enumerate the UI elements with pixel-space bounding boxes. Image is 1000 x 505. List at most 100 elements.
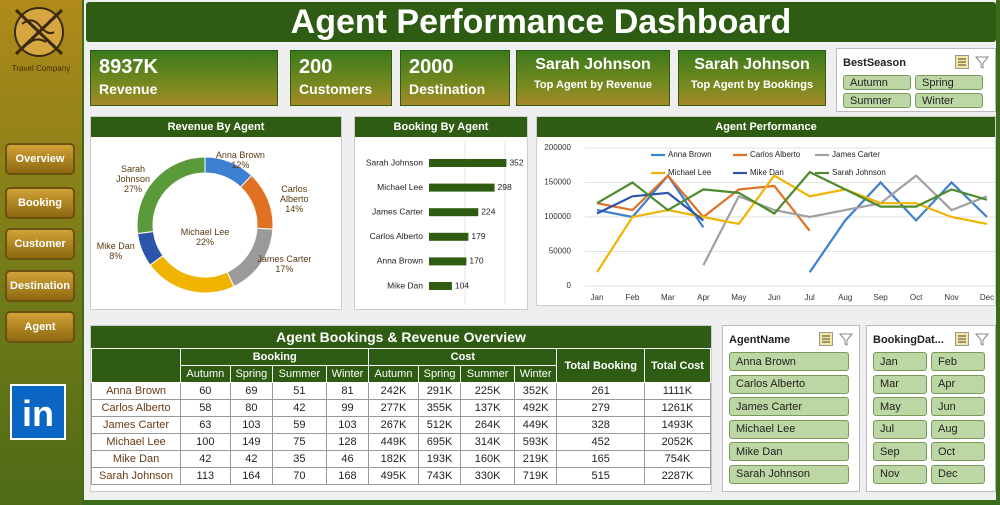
slicer-item[interactable]: Carlos Alberto	[729, 374, 849, 394]
x-tick-label: Apr	[697, 293, 710, 302]
slicer-item[interactable]: Oct	[931, 442, 985, 461]
table-cell: 267K	[368, 416, 419, 434]
donut-slice	[136, 156, 206, 235]
filter-icons[interactable]	[955, 55, 989, 69]
table-cell: 291K	[417, 382, 462, 400]
kpi-value: Sarah Johnson	[535, 56, 651, 73]
kpi-value: 8937K	[99, 56, 158, 78]
table-cell: 452	[556, 433, 645, 451]
slicer-item[interactable]: Feb	[931, 352, 985, 371]
sidebar: Travel Company in Overview Booking Custome…	[0, 0, 82, 505]
kpi-label: Customers	[299, 81, 373, 97]
nav-button[interactable]: Customer	[5, 228, 75, 260]
nav-button[interactable]: Destination	[5, 270, 75, 302]
slicer-item[interactable]: May	[873, 397, 927, 416]
y-tick-label: 150000	[544, 178, 571, 187]
slicer-item[interactable]: Jul	[873, 419, 927, 439]
filter-icons[interactable]	[819, 332, 853, 346]
data-label: Carlos Alberto 14%	[267, 184, 321, 214]
slicer-item[interactable]: Anna Brown	[729, 352, 849, 371]
table-cell: 743K	[417, 467, 462, 485]
agent-name: Carlos Alberto	[90, 399, 182, 417]
slice-percent: 14%	[285, 204, 304, 215]
logo-text: Travel Company	[11, 64, 71, 73]
multi-select-icon[interactable]	[955, 55, 969, 69]
table-row: Michael Lee 100 149 75 128 449K 695K 314K 593K 45…	[90, 433, 712, 451]
header-cell	[90, 348, 182, 383]
table-cell: 754K	[643, 450, 712, 468]
data-label: 298	[498, 182, 512, 192]
multi-select-icon[interactable]	[955, 332, 969, 346]
data-label: Sarah Johnson 27%	[106, 164, 160, 194]
slicer-item[interactable]: Autumn	[843, 75, 911, 90]
clear-filter-icon[interactable]	[975, 55, 989, 69]
table-cell: 515	[556, 467, 645, 485]
kpi-label: Destination	[409, 81, 486, 97]
data-label: 352	[509, 157, 523, 167]
subheader-cell: Autumn	[368, 365, 419, 383]
slicer-item[interactable]: Summer	[843, 93, 911, 108]
bar	[429, 208, 479, 217]
clear-filter-icon[interactable]	[839, 332, 853, 346]
table-cell: 70	[272, 467, 327, 485]
dashboard-title: Agent Performance Dashboard	[86, 2, 996, 42]
slicer-item[interactable]: Spring	[915, 75, 983, 90]
slicer-item[interactable]: Apr	[931, 374, 985, 394]
slicer-item[interactable]: Dec	[931, 464, 985, 484]
table-cell: 242K	[368, 382, 419, 400]
y-tick-label: 50000	[549, 247, 572, 256]
slicer-item[interactable]: Michael Lee	[729, 419, 849, 439]
kpi-label: Top Agent by Bookings	[690, 79, 814, 91]
slicer-item[interactable]: Sep	[873, 442, 927, 461]
table-row: Mike Dan 42 42 35 46 182K 193K 160K 219K 165 754K	[90, 450, 712, 468]
table-cell: 103	[229, 416, 274, 434]
slicer-item[interactable]: Nov	[873, 464, 927, 484]
table-cell: 42	[180, 450, 231, 468]
data-label: 104	[455, 280, 469, 290]
table-cell: 60	[180, 382, 231, 400]
slicer-item[interactable]: Jan	[873, 352, 927, 371]
x-tick-label: Jan	[591, 293, 604, 302]
slicer-item[interactable]: Jun	[931, 397, 985, 416]
table-cell: 42	[272, 399, 327, 417]
table-cell: 593K	[513, 433, 558, 451]
y-tick-label: Michael Lee	[377, 182, 423, 192]
slicer-item[interactable]: Aug	[931, 419, 985, 439]
clear-filter-icon[interactable]	[975, 332, 989, 346]
nav-button[interactable]: Agent	[5, 311, 75, 343]
table-cell: 137K	[460, 399, 515, 417]
table-cell: 1261K	[643, 399, 712, 417]
slicer-item[interactable]: Winter	[915, 93, 983, 108]
bar	[429, 159, 507, 167]
slicer-item[interactable]: James Carter	[729, 397, 849, 416]
table-panel: Agent Bookings & Revenue Overview Booking…	[90, 325, 712, 492]
x-tick-label: Jul	[805, 293, 815, 302]
slicer-item[interactable]: Mar	[873, 374, 927, 394]
slicer-item[interactable]: Mike Dan	[729, 442, 849, 461]
group-header: Cost	[368, 348, 558, 366]
chart-title: Revenue By Agent	[91, 117, 341, 137]
table-cell: 279	[556, 399, 645, 417]
filter-icons[interactable]	[955, 332, 989, 346]
nav-button[interactable]: Booking	[5, 187, 75, 219]
slice-percent: 27%	[123, 183, 142, 194]
table-cell: 330K	[460, 467, 515, 485]
table-cell: 495K	[368, 467, 419, 485]
subheader-cell: Spring	[417, 365, 462, 383]
multi-select-icon[interactable]	[819, 332, 833, 346]
table-row: Sarah Johnson 113 164 70 168 495K 743K 330K 719K…	[90, 467, 712, 485]
line-series	[596, 174, 988, 273]
line-series	[596, 191, 705, 222]
linkedin-icon[interactable]: in	[10, 384, 66, 440]
table-cell: 81	[325, 382, 370, 400]
table-title: Agent Bookings & Revenue Overview	[91, 326, 711, 348]
slicer-item[interactable]: Sarah Johnson	[729, 464, 849, 484]
chart-panel: Booking By Agent Sarah Johnson 352 Michael …	[354, 116, 528, 310]
slicer-title: BookingDat...	[873, 330, 989, 350]
chart-panel: Revenue By Agent Anna Brown 12% Carlos Albe…	[90, 116, 342, 310]
kpi-label: Revenue	[99, 81, 158, 97]
nav-button[interactable]: Overview	[5, 143, 75, 175]
table-cell: 225K	[460, 382, 515, 400]
subheader-row: Autumn Spring Summer Winter Autumn Spring Summ…	[92, 365, 711, 383]
table-cell: 113	[180, 467, 231, 485]
